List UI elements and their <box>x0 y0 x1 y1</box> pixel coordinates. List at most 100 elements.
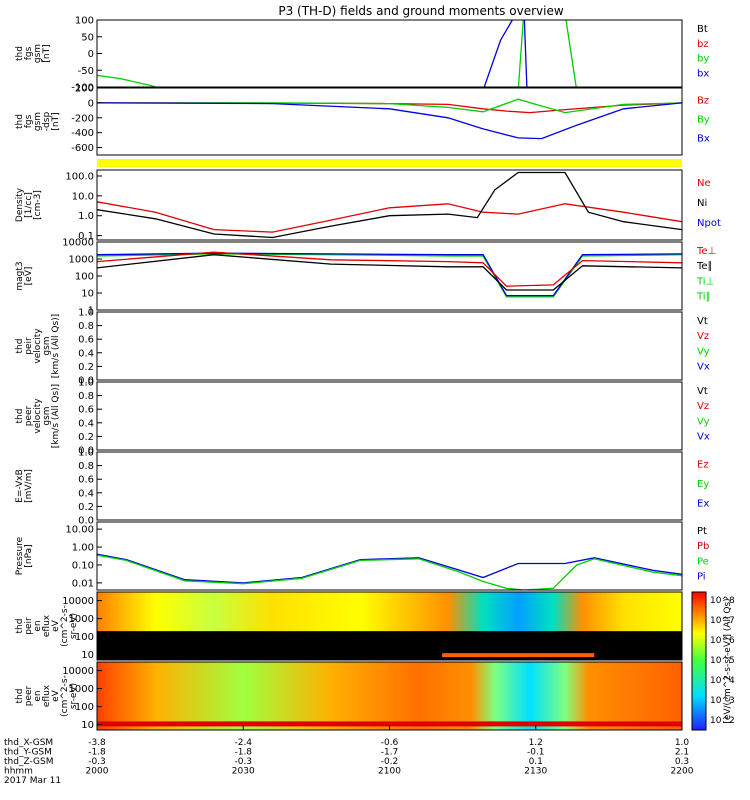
legend-entry: Vt <box>697 316 708 327</box>
y-axis-label: fgs <box>24 46 34 60</box>
panel-frame <box>96 591 683 661</box>
y-axis-label: eV <box>51 689 61 702</box>
y-tick-label: 100.0 <box>65 171 94 182</box>
y-tick-label: 0.4 <box>78 348 94 359</box>
y-axis-label: en <box>33 620 43 631</box>
y-axis-label: thd <box>15 339 25 354</box>
y-tick-label: 10 <box>81 650 94 661</box>
legend-entry: Pb <box>697 541 709 552</box>
y-axis-label: gsm <box>42 336 52 355</box>
y-tick-label: 0.1 <box>78 231 94 242</box>
colorbar-label: [eV/(cm^2-s-sr-eV)] (All Qs) <box>723 598 733 723</box>
colorbar <box>691 591 707 731</box>
x-tick-label: -1.8 <box>88 748 106 758</box>
y-tick-label: 10000 <box>62 238 94 249</box>
y-axis-label: [mV/m] <box>24 469 34 503</box>
y-axis-label: gsm <box>33 112 43 131</box>
legend-entry: Bt <box>697 24 708 35</box>
y-tick-label: 1.0 <box>78 378 94 389</box>
legend-entry: Vz <box>697 331 709 342</box>
panel-1: 200 0 -200 -400 -600 thd fgs gsm -dsp [nT] Bz By Bx <box>15 84 710 156</box>
y-tick-label: 0 <box>88 98 94 109</box>
panel-frame <box>96 241 683 311</box>
y-axis-label: (cm^2-s- <box>60 675 70 717</box>
x-tick-label: -0.6 <box>381 738 399 748</box>
panel-4: 1.0 0.8 0.6 0.4 0.2 0.0 thd peir velocity gsm [km/… <box>15 308 710 387</box>
x-tick-label: -2.4 <box>234 738 252 748</box>
y-tick-label: 1000 <box>69 684 94 695</box>
y-tick-label: 100 <box>75 16 94 27</box>
panel-frame <box>96 169 683 241</box>
y-tick-label: 0.6 <box>78 475 94 486</box>
panel-0: 100 50 0 -50 -100 thd fgs gsm [nT] Bt bz by bx <box>15 16 709 94</box>
y-axis-label: peir <box>24 617 34 635</box>
x-tick-label: 2100 <box>378 767 401 777</box>
legend-entry: Ey <box>697 479 709 490</box>
y-tick-label: 0.6 <box>78 335 94 346</box>
panel-8: 10000 1000 100 10 thd peir en eflux eV (cm^2-s-sr… <box>15 591 683 661</box>
x-tick-label: -1.7 <box>381 748 399 758</box>
colorbar-tick-label: 10^5 <box>710 656 735 666</box>
x-tick-label: -0.1 <box>527 748 545 758</box>
x-tick-label: 2.1 <box>675 748 689 758</box>
legend-entry: Ez <box>697 460 709 471</box>
y-tick-label: 0.8 <box>78 391 94 402</box>
spectrogram-low-band <box>97 721 682 727</box>
colorbar-tick-label: 10^7 <box>710 616 735 626</box>
y-axis-label: thd <box>15 114 25 129</box>
y-axis-label: magt3 <box>15 261 25 290</box>
y-tick-label: 0.6 <box>78 405 94 416</box>
legend-entry: Pi <box>697 571 706 582</box>
y-axis-label: [nT] <box>42 44 52 62</box>
series-Bx-line <box>97 102 682 140</box>
y-axis-label: velocity <box>33 398 43 434</box>
y-tick-label: 100 <box>75 272 94 283</box>
panel-9: 10^8 10^7 10^6 10^5 10^4 10^3 10^2[eV/(cm^2-s-… <box>15 591 735 731</box>
y-axis-label: thd <box>15 689 25 704</box>
y-tick-label: 0.2 <box>78 502 94 513</box>
x-tick-label: 0.3 <box>675 757 689 767</box>
y-axis-label: eV <box>51 619 61 632</box>
panel-frame <box>96 19 683 88</box>
legend-entry: bx <box>697 69 709 80</box>
y-tick-label: 1.00 <box>72 543 94 554</box>
panel-frame <box>96 87 683 156</box>
legend-entry: Vz <box>697 401 709 412</box>
series-Bz-line <box>97 102 682 114</box>
colorbar-tick-label: 10^4 <box>710 676 735 686</box>
y-tick-label: 50 <box>81 32 94 43</box>
y-tick-label: 1000 <box>69 255 94 266</box>
legend-entry: Te∥ <box>696 261 713 272</box>
x-tick-label: 2200 <box>671 767 694 777</box>
y-tick-label: 0 <box>88 49 94 60</box>
series-Ne-line <box>97 201 682 233</box>
x-tick-label: 2000 <box>86 767 109 777</box>
y-tick-label: 1.0 <box>78 211 94 222</box>
y-tick-label: 0.01 <box>72 578 94 589</box>
y-tick-label: 0.2 <box>78 432 94 443</box>
figure-title: P3 (TH-D) fields and ground moments over… <box>278 4 563 18</box>
y-tick-label: -200 <box>71 113 94 124</box>
y-axis-label: eflux <box>42 614 52 637</box>
y-tick-label: 0.2 <box>78 362 94 373</box>
panel-frame <box>96 521 683 591</box>
legend-entry: Vy <box>697 346 710 357</box>
series-Pi-line <box>97 553 682 584</box>
panel-5: 1.0 0.8 0.6 0.4 0.2 0.0 thd peer velocity gsm [km/… <box>15 378 710 457</box>
y-tick-label: -400 <box>71 128 94 139</box>
y-tick-label: 10.00 <box>65 525 94 536</box>
panel-3: 10000 1000 100 10 1 magt3 [eV] Te⊥ Te∥ Ti⊥ Ti∥ <box>15 238 716 317</box>
legend-entry: Ti⊥ <box>696 276 714 287</box>
y-tick-label: 10.0 <box>72 191 94 202</box>
y-tick-label: 1 <box>88 306 94 317</box>
x-axis-row-label: hhmm <box>4 767 33 777</box>
y-tick-label: 100 <box>75 702 94 713</box>
y-axis-label: thd <box>15 46 25 61</box>
panel-frame <box>96 311 683 381</box>
x-tick-label: 1.2 <box>529 738 543 748</box>
y-axis-label: [cm-3] <box>33 190 43 220</box>
y-axis-label: [km/s (All Qs)] <box>51 384 61 448</box>
y-axis-label: -dsp <box>42 112 52 132</box>
colorbar-tick-label: 10^8 <box>710 596 735 606</box>
